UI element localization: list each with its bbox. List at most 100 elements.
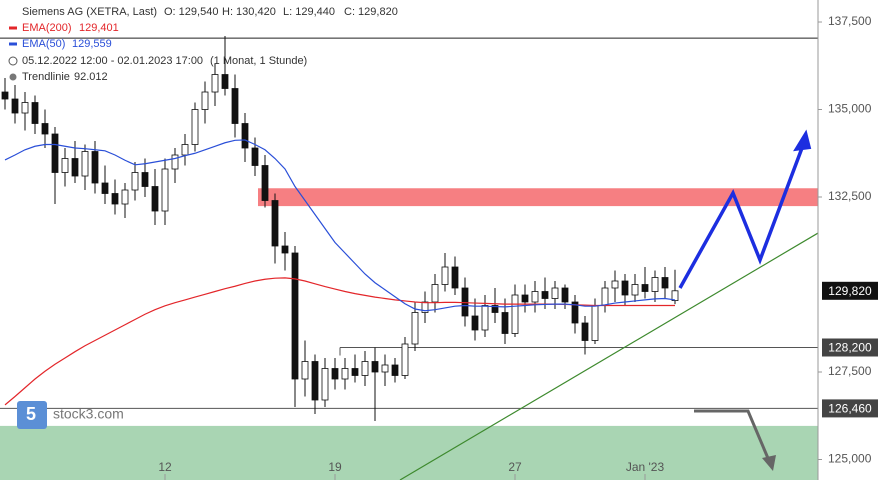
candle-body: [61, 158, 69, 173]
candle-body: [511, 294, 519, 334]
candle-body: [71, 158, 79, 177]
candle-body: [1, 91, 9, 100]
ohlc-high: H: 130,420: [222, 6, 276, 18]
candle-body: [281, 245, 289, 254]
candle-body: [321, 368, 329, 401]
price-label: 128,200: [828, 341, 872, 355]
candle-body: [391, 364, 399, 376]
candle-body: [591, 305, 599, 341]
legend-entry: EMA(50): [22, 38, 65, 50]
ohlc-low: L: 129,440: [283, 6, 335, 18]
candle-body: [311, 361, 319, 401]
candle-body: [181, 144, 189, 156]
candle-body: [191, 109, 199, 145]
candle-body: [471, 315, 479, 331]
candle-body: [561, 287, 569, 303]
candle-body: [571, 301, 579, 324]
candle-body: [601, 287, 609, 306]
candle-body: [221, 74, 229, 89]
candle-body: [491, 305, 499, 313]
period-note: (1 Monat, 1 Stunde): [210, 55, 307, 67]
legend-value: 129,401: [79, 22, 119, 34]
price-label-box: [822, 399, 878, 418]
trend-icon: [9, 73, 17, 81]
resistance-zone: [258, 188, 818, 207]
candle-body: [111, 193, 119, 205]
candle-body: [291, 252, 299, 380]
ohlc-close: C: 129,820: [344, 6, 398, 18]
candle-body: [651, 277, 659, 292]
candle-body: [401, 343, 409, 376]
candle-body: [211, 74, 219, 93]
candle-body: [501, 312, 509, 334]
down-arrow: [694, 409, 772, 464]
trendline: [399, 232, 819, 480]
candle-body: [611, 280, 619, 289]
ohlc-open: O: 129,540: [164, 6, 218, 18]
candle-body: [361, 361, 369, 376]
candle-body: [381, 364, 389, 373]
candle-body: [171, 154, 179, 170]
brand-logo: [17, 401, 47, 429]
candle-body: [91, 151, 99, 184]
candle-body: [301, 361, 309, 380]
candle-body: [271, 200, 279, 247]
candle-body: [231, 88, 239, 124]
legend-entry: EMA(200): [22, 22, 72, 34]
period: 05.12.2022 12:00 - 02.01.2023 17:00: [22, 55, 203, 67]
candle-body: [31, 102, 39, 124]
candle-body: [21, 102, 29, 114]
ema-line: [4, 139, 676, 312]
x-tick-label: 12: [158, 460, 172, 474]
candle-body: [201, 91, 209, 110]
candle-body: [421, 301, 429, 313]
legend-swatch: [9, 42, 17, 46]
candle-body: [331, 368, 339, 380]
candle-body: [581, 322, 589, 341]
price-label-box: [822, 338, 878, 357]
candle-body: [641, 284, 649, 292]
candle-body: [141, 172, 149, 187]
candle-body: [541, 291, 549, 299]
last-price-box: [822, 281, 878, 300]
candle-body: [121, 189, 129, 205]
y-tick-label: 135,000: [828, 102, 872, 116]
candle-body: [661, 277, 669, 289]
candle-body: [11, 98, 19, 114]
candle-body: [151, 186, 159, 212]
candle-body: [521, 294, 529, 303]
x-tick-label: 27: [508, 460, 522, 474]
candle-body: [531, 291, 539, 303]
legend-swatch: [9, 26, 17, 30]
arrow-head: [793, 129, 812, 152]
candle-body: [351, 368, 359, 376]
candle-body: [461, 287, 469, 317]
arrow-head: [762, 455, 776, 471]
x-tick-label: Jan '23: [626, 460, 665, 474]
support-zone: [0, 425, 818, 480]
y-tick-label: 132,500: [828, 189, 872, 203]
candle-body: [451, 266, 459, 289]
candle-body: [481, 305, 489, 331]
brand: stock3.com: [53, 406, 124, 422]
trendline-label: Trendlinie: [22, 71, 70, 83]
y-tick-label: 127,500: [828, 364, 872, 378]
candle-body: [51, 133, 59, 173]
candle-body: [161, 168, 169, 212]
legend-value: 129,559: [72, 38, 112, 50]
trendline-value: 92.012: [74, 71, 108, 83]
projection-arrow: [678, 139, 807, 289]
candle-body: [371, 361, 379, 373]
candle-body: [621, 280, 629, 296]
candle-body: [81, 151, 89, 177]
candle-body: [261, 165, 269, 201]
candle-body: [241, 123, 249, 149]
candle-body: [411, 312, 419, 345]
candle-body: [551, 287, 559, 299]
chart-title: Siemens AG (XETRA, Last): [22, 6, 157, 18]
last-price-label: 129,820: [828, 284, 872, 298]
candle-body: [631, 284, 639, 296]
y-tick-label: 137,500: [828, 14, 872, 28]
candle-body: [441, 266, 449, 285]
